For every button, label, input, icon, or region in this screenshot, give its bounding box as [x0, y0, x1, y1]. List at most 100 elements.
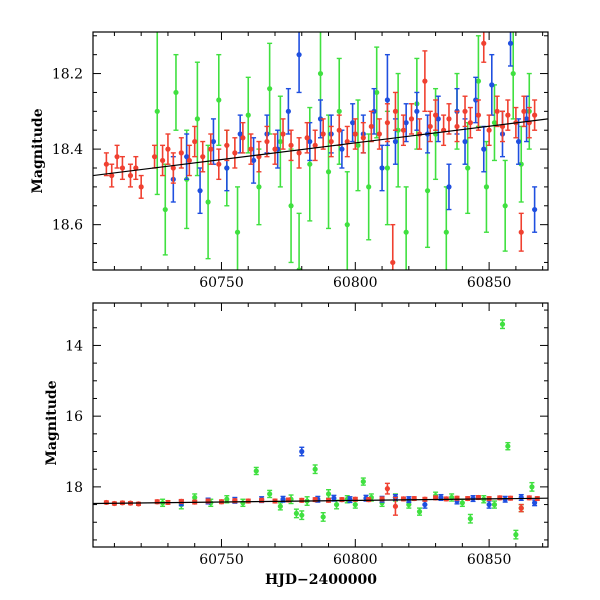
top-red-point: [462, 108, 468, 114]
top-green-point: [510, 70, 516, 77]
top-red-point: [280, 131, 286, 137]
top-green-point: [205, 199, 211, 205]
top-red-point: [159, 157, 166, 164]
top-blue-point: [210, 138, 217, 145]
top-green-point: [173, 89, 179, 96]
top-red-point: [392, 108, 399, 114]
top-red-point: [481, 40, 487, 46]
top-green-point: [424, 188, 431, 194]
bottom-green-point: [277, 503, 283, 509]
top-green-point: [403, 229, 409, 235]
top-blue-point: [507, 40, 514, 46]
top-y-tick-label: 18.2: [52, 67, 83, 83]
top-green-point: [336, 108, 342, 114]
top-red-point: [127, 172, 134, 179]
top-green-point: [325, 169, 332, 175]
top-red-point: [216, 161, 222, 167]
bottom-green-point: [224, 496, 230, 502]
top-red-point: [114, 154, 120, 160]
top-green-point: [307, 161, 313, 167]
top-blue-point: [307, 138, 313, 145]
top-red-point: [384, 120, 391, 126]
bottom-red-point: [135, 501, 142, 507]
top-green-point: [288, 203, 294, 209]
bottom-green-point: [406, 501, 412, 508]
top-red-point: [119, 165, 126, 171]
top-blue-point: [379, 165, 385, 171]
top-green-point: [162, 206, 168, 213]
bottom-panel-x-axis-title: HJD−2400000: [265, 572, 377, 588]
top-red-point: [400, 127, 407, 133]
top-red-point: [138, 184, 144, 190]
top-red-point: [133, 165, 139, 171]
top-green-point: [475, 78, 482, 84]
top-red-point: [467, 120, 473, 126]
top-blue-point: [403, 120, 409, 126]
bottom-red-point: [454, 495, 460, 501]
bottom-green-point: [499, 321, 506, 327]
top-green-point: [267, 86, 273, 92]
top-panel-plot: 60750 60800 60850 18.2 18.4 18.6: [52, 31, 549, 291]
top-green-point: [355, 142, 361, 148]
bottom-red-point: [352, 496, 358, 502]
top-red-point: [248, 146, 254, 152]
top-green-point: [518, 161, 524, 167]
top-blue-point: [532, 206, 538, 213]
top-green-point: [194, 116, 200, 122]
top-green-point: [384, 165, 391, 171]
top-red-point: [376, 131, 382, 137]
bottom-blue-point: [299, 448, 305, 455]
top-red-point: [408, 116, 415, 122]
top-green-point: [216, 97, 222, 103]
bottom-green-point: [360, 478, 366, 485]
bottom-red-point: [178, 498, 184, 504]
bottom-y-tick-label: 14: [65, 338, 83, 354]
top-red-point: [494, 108, 500, 114]
bottom-green-point: [267, 491, 273, 497]
bottom-blue-point: [422, 501, 428, 508]
bottom-blue-point: [331, 495, 337, 501]
top-blue-point: [197, 188, 203, 194]
bottom-blue-point: [532, 500, 538, 506]
bottom-y-tick-label: 18: [65, 480, 83, 496]
bottom-x-tick-label: 60800: [333, 552, 378, 568]
bottom-green-point: [459, 500, 465, 506]
top-red-point: [432, 112, 439, 118]
bottom-trend-line: [93, 497, 548, 505]
top-red-point: [272, 146, 278, 152]
bottom-green-point: [325, 491, 332, 497]
top-red-point: [103, 161, 109, 167]
top-panel: Magnitude: [30, 108, 46, 193]
top-blue-point: [296, 52, 302, 58]
top-blue-point: [285, 108, 291, 114]
bottom-red-point: [384, 486, 391, 492]
top-red-point: [232, 150, 238, 156]
top-blue-point: [224, 165, 230, 171]
top-green-point: [317, 70, 324, 77]
top-red-point: [336, 127, 342, 133]
top-red-point: [475, 112, 482, 118]
top-red-point: [368, 123, 374, 130]
top-red-point: [170, 165, 176, 171]
top-blue-point: [523, 116, 530, 122]
bottom-panel-plot: 60750 60800 60850 14 16 18: [65, 302, 549, 568]
top-green-point: [465, 165, 471, 171]
bottom-green-point: [320, 514, 326, 520]
bottom-green-point: [467, 516, 473, 522]
top-green-point: [277, 138, 283, 145]
bottom-panel: Magnitude HJD−2400000: [44, 380, 377, 588]
bottom-green-point: [312, 466, 318, 472]
top-red-point: [178, 150, 184, 156]
top-blue-point: [184, 154, 190, 160]
top-red-point: [186, 157, 192, 164]
top-blue-point: [237, 131, 243, 137]
top-red-point: [360, 135, 366, 141]
bottom-green-point: [240, 500, 246, 506]
top-green-point: [245, 112, 251, 118]
top-x-tick-label: 60750: [199, 275, 244, 291]
bottom-red-point: [339, 497, 345, 503]
top-red-point: [304, 135, 310, 141]
top-blue-point: [489, 82, 495, 88]
top-blue-point: [481, 146, 487, 152]
